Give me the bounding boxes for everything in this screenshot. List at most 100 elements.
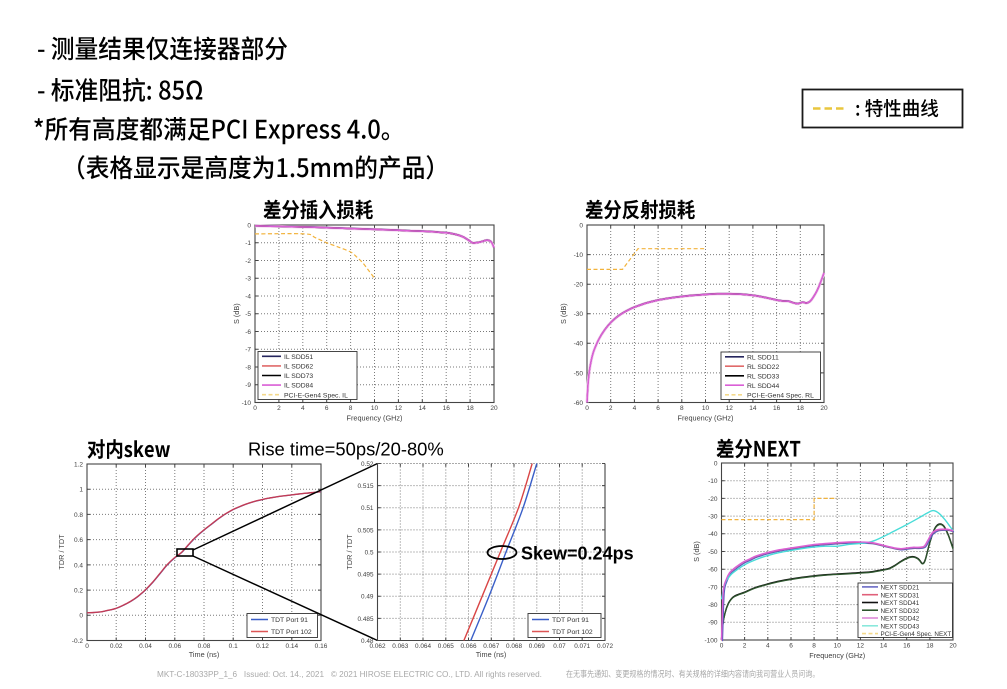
svg-text:-60: -60: [574, 400, 584, 407]
svg-text:NEXT SDD31: NEXT SDD31: [881, 592, 920, 599]
svg-text:16: 16: [773, 405, 781, 412]
svg-text:0.8: 0.8: [74, 512, 83, 519]
svg-text:4: 4: [633, 405, 637, 412]
svg-text:Skew=0.24ps: Skew=0.24ps: [521, 544, 634, 564]
svg-text:0: 0: [714, 460, 718, 467]
svg-text:NEXT SDD43: NEXT SDD43: [881, 623, 920, 630]
svg-text:0.14: 0.14: [285, 643, 298, 650]
svg-text:-20: -20: [574, 282, 584, 289]
svg-text:TDR / TDT: TDR / TDT: [345, 534, 354, 570]
svg-text:0: 0: [585, 405, 589, 412]
svg-text:0.067: 0.067: [483, 643, 499, 650]
svg-text:2: 2: [609, 405, 613, 412]
svg-text:0.52: 0.52: [361, 461, 374, 468]
svg-text:-10: -10: [708, 478, 718, 485]
svg-text:S (dB): S (dB): [232, 303, 241, 324]
svg-text:-4: -4: [245, 293, 251, 300]
svg-text:-9: -9: [245, 382, 251, 389]
svg-text:Frequency (GHz): Frequency (GHz): [678, 414, 734, 423]
svg-text:0.505: 0.505: [358, 527, 374, 534]
svg-text:1: 1: [79, 487, 83, 494]
svg-text:0: 0: [579, 222, 583, 229]
svg-text:-10: -10: [574, 252, 584, 259]
svg-text:16: 16: [903, 642, 911, 649]
svg-text:0.063: 0.063: [392, 643, 408, 650]
svg-text:-2: -2: [245, 258, 251, 265]
svg-text:0.071: 0.071: [574, 643, 590, 650]
svg-text:Rise time=50ps/20-80%: Rise time=50ps/20-80%: [248, 439, 444, 460]
svg-text:NEXT SDD21: NEXT SDD21: [881, 585, 920, 592]
svg-text:-7: -7: [245, 347, 251, 354]
svg-text:-8: -8: [245, 364, 251, 371]
svg-text:0.066: 0.066: [461, 643, 477, 650]
svg-text:0: 0: [247, 222, 251, 229]
svg-text:Frequency (GHz): Frequency (GHz): [809, 651, 865, 660]
svg-text:0.069: 0.069: [529, 643, 545, 650]
svg-text:-80: -80: [708, 602, 718, 609]
svg-text:IL SDD62: IL SDD62: [284, 364, 313, 371]
svg-text:18: 18: [926, 642, 934, 649]
svg-text:TDT Port 91: TDT Port 91: [552, 617, 589, 624]
svg-text:4: 4: [766, 642, 770, 649]
svg-text:0.07: 0.07: [553, 643, 566, 650]
svg-text:Frequency (GHz): Frequency (GHz): [347, 414, 403, 423]
svg-text:4: 4: [301, 405, 305, 412]
svg-text:-100: -100: [704, 637, 717, 644]
svg-text:-5: -5: [245, 311, 251, 318]
svg-text:0: 0: [720, 642, 724, 649]
svg-text:0.065: 0.065: [438, 643, 454, 650]
svg-text:0.495: 0.495: [358, 572, 374, 579]
svg-text:14: 14: [880, 642, 888, 649]
svg-text:TDT Port 91: TDT Port 91: [271, 617, 308, 624]
svg-text:-90: -90: [708, 620, 718, 627]
svg-text:S (dB): S (dB): [559, 303, 568, 324]
svg-text:1.2: 1.2: [74, 461, 83, 468]
svg-text:-30: -30: [574, 311, 584, 318]
svg-text:-40: -40: [574, 341, 584, 348]
svg-text:14: 14: [749, 405, 757, 412]
svg-text:0.485: 0.485: [358, 616, 374, 623]
svg-text:10: 10: [371, 405, 379, 412]
svg-text:-10: -10: [242, 400, 252, 407]
svg-text:12: 12: [395, 405, 403, 412]
svg-text:NEXT SDD32: NEXT SDD32: [881, 608, 920, 615]
svg-text:18: 18: [797, 405, 805, 412]
svg-text:TDT Port 102: TDT Port 102: [271, 629, 312, 636]
svg-text:8: 8: [349, 405, 353, 412]
svg-text:Time (ns): Time (ns): [189, 650, 220, 659]
svg-text:0.072: 0.072: [597, 643, 613, 650]
svg-text:2: 2: [277, 405, 281, 412]
svg-text:0.49: 0.49: [361, 594, 374, 601]
svg-text:S (dB): S (dB): [692, 541, 701, 562]
svg-text:-1: -1: [245, 240, 251, 247]
svg-text:0.064: 0.064: [415, 643, 431, 650]
svg-text:8: 8: [680, 405, 684, 412]
svg-text:0.2: 0.2: [74, 588, 83, 595]
svg-text:6: 6: [656, 405, 660, 412]
svg-text:IL SDD84: IL SDD84: [284, 383, 313, 390]
svg-text:6: 6: [325, 405, 329, 412]
svg-text:0: 0: [253, 405, 257, 412]
svg-text:0.068: 0.068: [506, 643, 522, 650]
svg-text:-60: -60: [708, 567, 718, 574]
svg-text:0.08: 0.08: [198, 643, 211, 650]
svg-text:PCI-E-Gen4 Spec. NEXT: PCI-E-Gen4 Spec. NEXT: [881, 631, 952, 638]
svg-text:0.12: 0.12: [256, 643, 269, 650]
svg-text:0.48: 0.48: [361, 638, 374, 645]
svg-text:0: 0: [79, 613, 83, 620]
svg-text:0.515: 0.515: [358, 483, 374, 490]
svg-text:8: 8: [812, 642, 816, 649]
svg-text:-20: -20: [708, 496, 718, 503]
svg-text:0.51: 0.51: [361, 505, 374, 512]
svg-text:0.6: 0.6: [74, 537, 83, 544]
svg-text:0.04: 0.04: [139, 643, 152, 650]
svg-text:RL SDD11: RL SDD11: [747, 354, 779, 361]
svg-text:10: 10: [834, 642, 842, 649]
svg-text:12: 12: [857, 642, 865, 649]
svg-text:12: 12: [726, 405, 734, 412]
svg-text:2: 2: [743, 642, 747, 649]
svg-text:TDT Port 102: TDT Port 102: [552, 629, 593, 636]
svg-text:0.02: 0.02: [110, 643, 123, 650]
svg-text:20: 20: [820, 405, 828, 412]
svg-text:RL SDD22: RL SDD22: [747, 364, 779, 371]
